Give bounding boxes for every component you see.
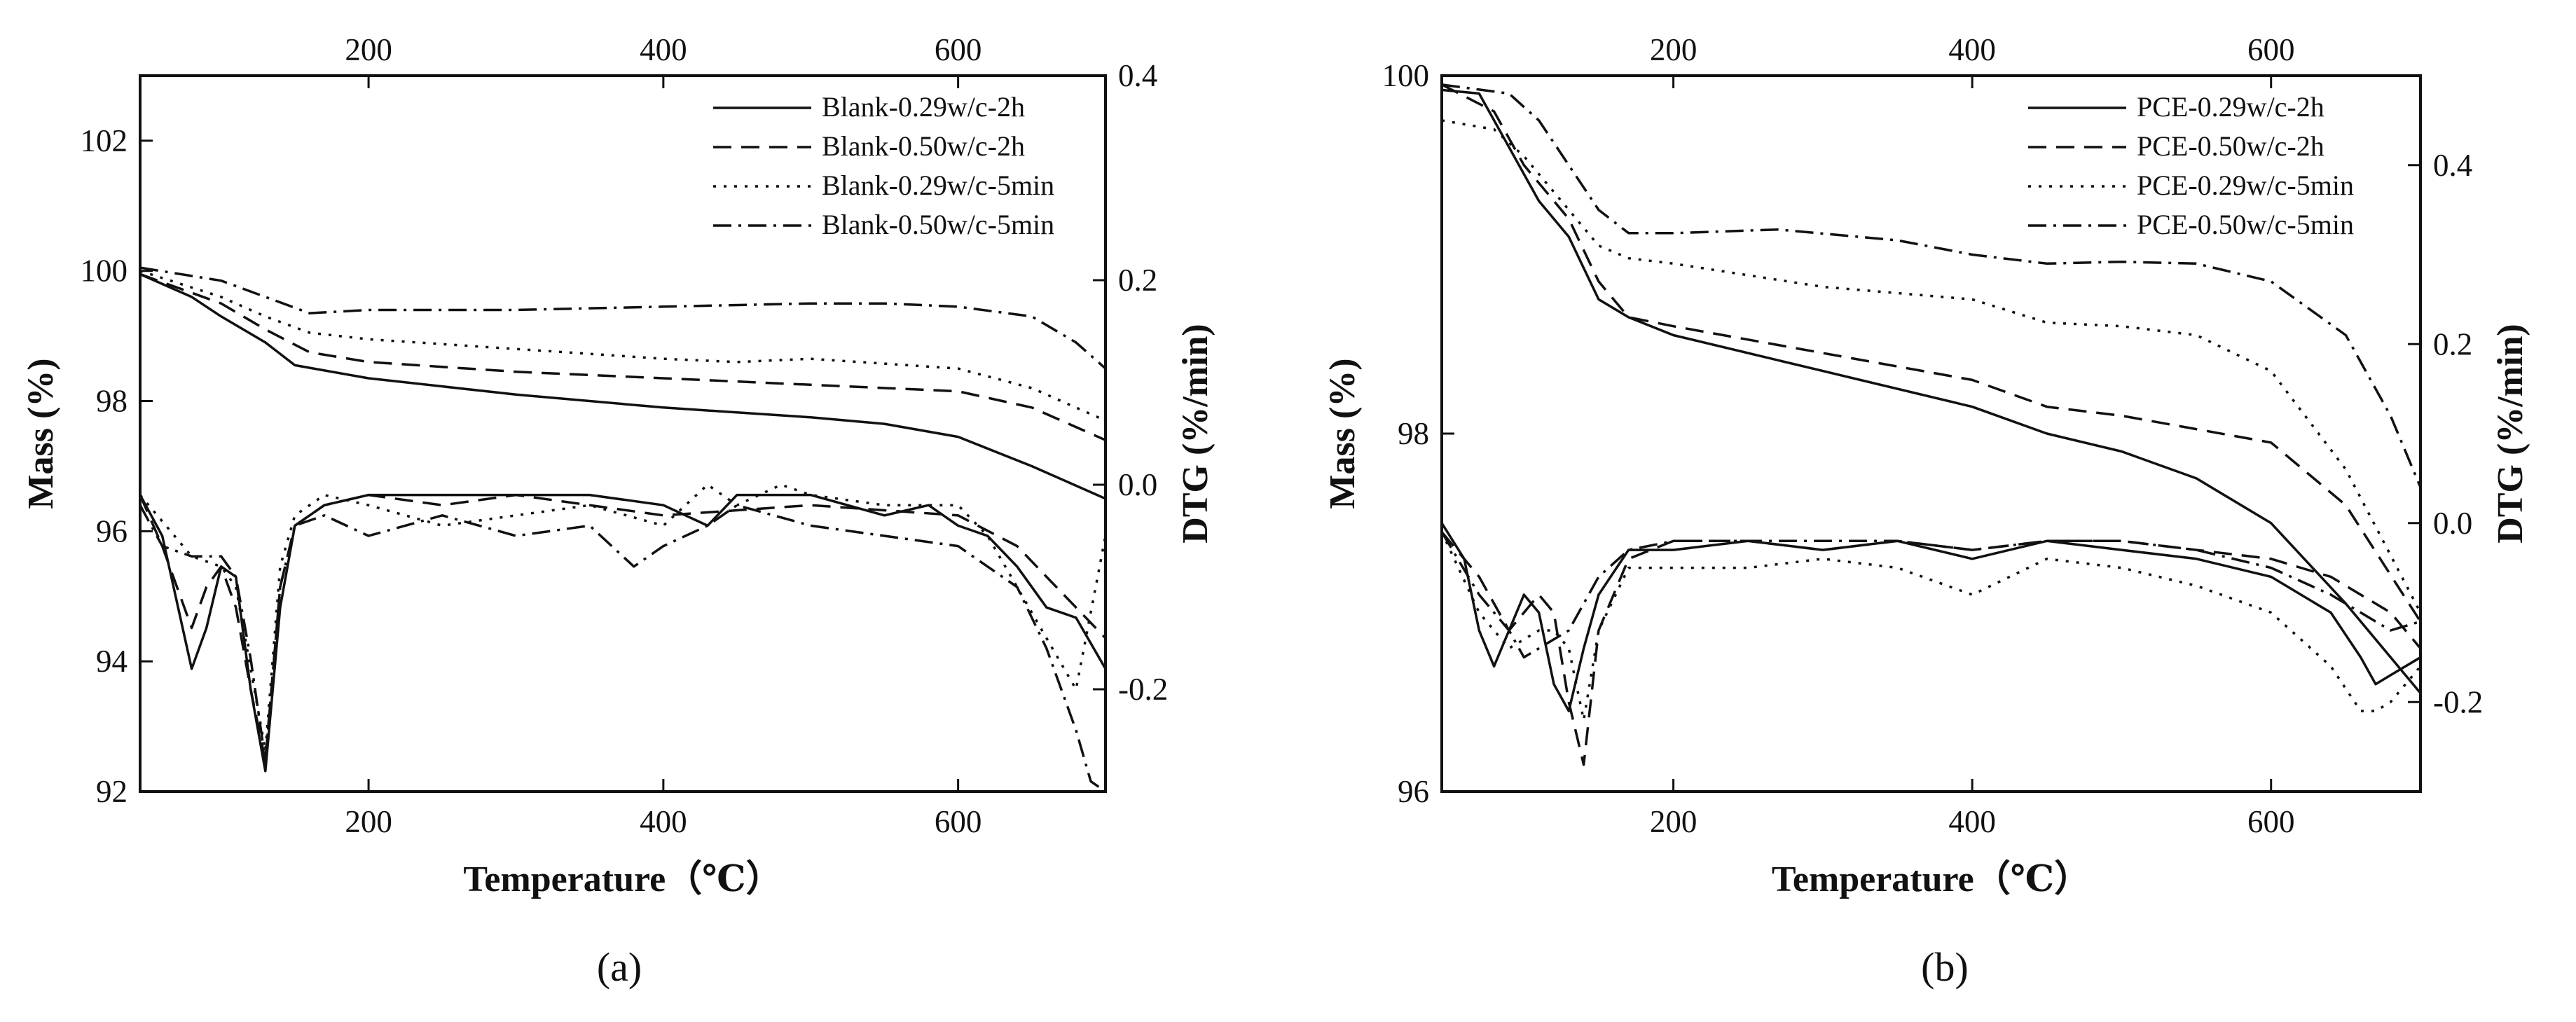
x-tick-label-top: 400 [1948, 32, 1996, 67]
dtg-series-line [140, 493, 1106, 773]
dtg-series-line [140, 493, 1106, 762]
x-tick-label-bottom: 600 [935, 804, 982, 839]
legend-label: Blank-0.29w/c-5min [822, 170, 1054, 201]
mass-series-line [140, 270, 1106, 422]
plot-area [140, 266, 1106, 792]
y-axis-label-left: Mass (%) [1323, 358, 1363, 509]
mass-series-line [1442, 119, 2420, 614]
y-axis-label-left: Mass (%) [21, 358, 61, 509]
legend-label: PCE-0.29w/c-5min [2137, 170, 2354, 201]
y-tick-label-left: 92 [96, 774, 128, 809]
x-tick-label-top: 600 [935, 32, 982, 67]
mass-series-line [1442, 88, 2420, 694]
chart-panel-2: 200 400 600 200 400 600 96 98 100 -0.2 0.0 0.2 0.4 Te… [1323, 32, 2530, 990]
x-tick-label-bottom: 400 [640, 804, 687, 839]
y-tick-label-left: 98 [96, 384, 128, 419]
legend-label: PCE-0.50w/c-2h [2137, 130, 2324, 162]
mass-series-line [1442, 83, 2420, 488]
plot-frame [139, 74, 1107, 793]
y-tick-label-right: -0.2 [1118, 672, 1168, 707]
x-tick-label-top: 200 [345, 32, 392, 67]
y-tick-label-left: 102 [81, 123, 128, 158]
x-axis-label: Temperature（℃） [1772, 859, 2091, 899]
y-tick-label-right: 0.0 [2433, 506, 2472, 541]
legend-label: Blank-0.29w/c-2h [822, 91, 1025, 123]
x-axis-label: Temperature（℃） [463, 859, 782, 899]
legend-label: PCE-0.50w/c-5min [2137, 209, 2354, 240]
mass-series-line [140, 272, 1106, 441]
x-tick-label-bottom: 600 [2247, 804, 2295, 839]
y-tick-label-left: 100 [1382, 58, 1430, 93]
y-tick-label-right: -0.2 [2433, 684, 2483, 719]
mass-series-line [140, 272, 1106, 500]
mass-series-line [140, 266, 1106, 370]
dtg-series-line [140, 504, 1106, 792]
legend-label: Blank-0.50w/c-2h [822, 130, 1025, 162]
plot-area [1442, 83, 2420, 766]
y-axis-label-right: DTG (%/min) [2491, 324, 2530, 543]
mass-series-line [1442, 83, 2420, 623]
panel-label: (b) [1921, 944, 1969, 990]
y-tick-label-left: 100 [81, 254, 128, 289]
dtg-series-line [140, 483, 1106, 752]
dtg-series-line [1442, 522, 2420, 712]
y-tick-label-right: 0.0 [1118, 467, 1157, 502]
x-tick-label-top: 200 [1650, 32, 1697, 67]
x-tick-label-bottom: 200 [345, 804, 392, 839]
y-tick-label-left: 96 [1398, 774, 1429, 809]
x-tick-label-top: 400 [640, 32, 687, 67]
x-tick-label-bottom: 400 [1948, 804, 1996, 839]
panel-label: (a) [597, 944, 642, 990]
y-tick-label-right: 0.4 [2433, 148, 2472, 183]
dtg-series-line [1442, 531, 2420, 721]
x-tick-label-top: 600 [2247, 32, 2295, 67]
dtg-series-line [1442, 531, 2420, 766]
y-tick-label-left: 94 [96, 644, 128, 679]
y-axis-label-right: DTG (%/min) [1176, 324, 1215, 543]
y-tick-label-right: 0.4 [1118, 58, 1157, 93]
y-tick-label-right: 0.2 [2433, 326, 2472, 361]
dtg-series-line [1442, 531, 2420, 659]
chart-panel-1: 200 400 600 200 400 600 92 94 96 98 100 102 -0.2 0.0 0… [21, 32, 1215, 990]
y-tick-label-right: 0.2 [1118, 263, 1157, 298]
x-tick-label-bottom: 200 [1650, 804, 1697, 839]
legend-label: PCE-0.29w/c-2h [2137, 91, 2324, 123]
y-tick-label-left: 96 [96, 513, 128, 548]
y-tick-label-left: 98 [1398, 416, 1429, 451]
legend-label: Blank-0.50w/c-5min [822, 209, 1054, 240]
